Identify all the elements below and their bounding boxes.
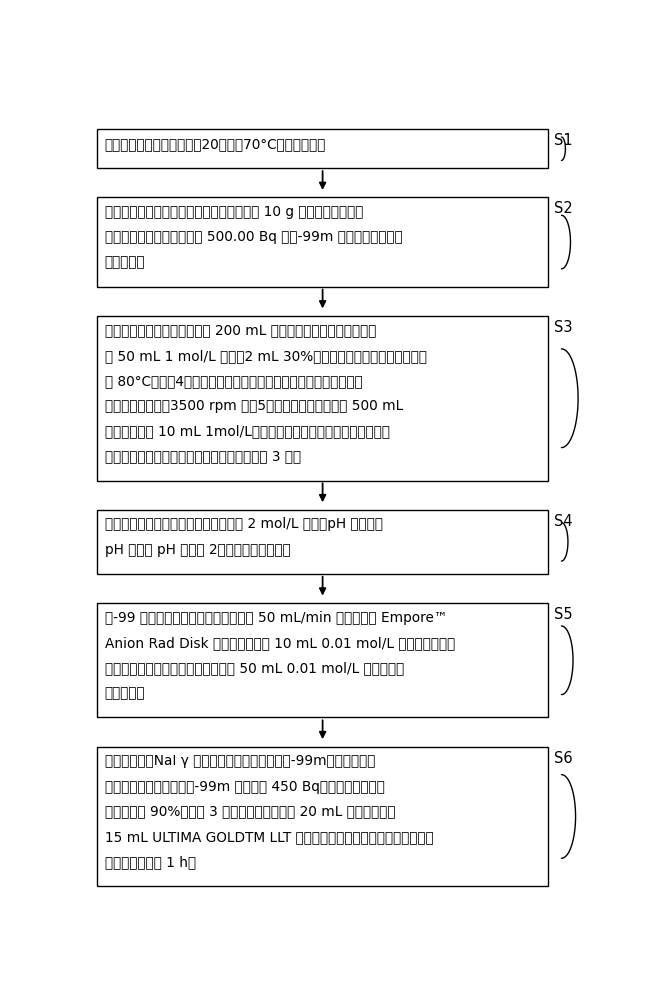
Text: Anion Rad Disk 固相萸取片，用 10 mL 0.01 mol/L 硝酸洗洤上述烧: Anion Rad Disk 固相萸取片，用 10 mL 0.01 mol/L … — [105, 636, 455, 650]
Text: 样品预处理：将土壤样品过20目筛，70°C烘干至恒重。: 样品预处理：将土壤样品过20目筛，70°C烘干至恒重。 — [105, 137, 326, 151]
Text: S2: S2 — [553, 201, 572, 216]
Text: 15 mL ULTIMA GOLDTM LLT 闪烁液，充分摇匀，避光放置过夜后测: 15 mL ULTIMA GOLDTM LLT 闪烁液，充分摇匀，避光放置过夜后… — [105, 830, 433, 844]
Text: 率并校正到加入时刻，锇-99m 的活度为 450 Bq，即本流程的锇的: 率并校正到加入时刻，锇-99m 的活度为 450 Bq，即本流程的锇的 — [105, 780, 385, 794]
Text: 相萸取片。: 相萸取片。 — [105, 686, 145, 700]
Text: 灯下烤干。: 灯下烤干。 — [105, 255, 145, 269]
Bar — [96, 197, 549, 287]
Bar — [96, 603, 549, 717]
Text: 浸取液调节：边搅拌边在该烧杯中加入 2 mol/L 氨水，pH 试纸监测: 浸取液调节：边搅拌边在该烧杯中加入 2 mol/L 氨水，pH 试纸监测 — [105, 517, 383, 531]
Text: 锇-99 的富集和纯化：将待过片料液以 50 mL/min 的流速通过 Empore™: 锇-99 的富集和纯化：将待过片料液以 50 mL/min 的流速通过 Empo… — [105, 611, 447, 625]
Text: 转移至离心管中，3500 rpm 离心5分钟，转移上层清液至 500 mL: 转移至离心管中，3500 rpm 离心5分钟，转移上层清液至 500 mL — [105, 399, 403, 413]
Text: 化学收率为 90%。放置 3 天后将萸取片转移至 20 mL 液闪管中，加: 化学收率为 90%。放置 3 天后将萸取片转移至 20 mL 液闪管中，加 — [105, 805, 395, 819]
Text: S6: S6 — [553, 751, 572, 766]
Text: S5: S5 — [553, 607, 572, 622]
Text: 入 50 mL 1 mol/L 硝酸，2 mL 30%双氧水，回流条件下电热套加热: 入 50 mL 1 mol/L 硝酸，2 mL 30%双氧水，回流条件下电热套加… — [105, 349, 427, 363]
Text: 至 80°C并保持4个小时，得到浸取液；冷却后将所述浸取液及沉淠: 至 80°C并保持4个小时，得到浸取液；冷却后将所述浸取液及沉淠 — [105, 374, 362, 388]
Text: 烧杯中，加入 10 mL 1mol/L硝酸，再转移到离心管中，洗洤沉淠，: 烧杯中，加入 10 mL 1mol/L硝酸，再转移到离心管中，洗洤沉淠， — [105, 424, 389, 438]
Text: pH 値，至 pH 値约为 2，即得待过片料液。: pH 値，至 pH 値约为 2，即得待过片料液。 — [105, 543, 290, 557]
Text: S1: S1 — [553, 133, 572, 148]
Text: 量，测量时间为 1 h。: 量，测量时间为 1 h。 — [105, 855, 196, 869]
Text: S4: S4 — [553, 514, 572, 529]
Bar — [96, 129, 549, 168]
Bar — [96, 510, 549, 574]
Bar — [96, 747, 549, 886]
Bar — [96, 316, 549, 481]
Text: S3: S3 — [553, 320, 572, 335]
Text: 浸取：将所述土壤样品转移至 200 mL 单颈烧瓶中，在所述烧瓶中加: 浸取：将所述土壤样品转移至 200 mL 单颈烧瓶中，在所述烧瓶中加 — [105, 324, 376, 338]
Text: 杯中，在该土壤样品中加入 500.00 Bq 的锇-99m 示踪剂，并在红外: 杯中，在该土壤样品中加入 500.00 Bq 的锇-99m 示踪剂，并在红外 — [105, 230, 402, 244]
Text: 放射性测量：NaI γ 谱仪测量固相萸取片上的锇-99m，除以探测效: 放射性测量：NaI γ 谱仪测量固相萸取片上的锇-99m，除以探测效 — [105, 754, 375, 768]
Text: 离心后同样转移上层清液至该烧杯中，共洗洤 3 次。: 离心后同样转移上层清液至该烧杯中，共洗洤 3 次。 — [105, 449, 301, 463]
Text: 杯，洗液同样过该固相萸取片，再将 50 mL 0.01 mol/L 硝酸通过固: 杯，洗液同样过该固相萸取片，再将 50 mL 0.01 mol/L 硝酸通过固 — [105, 661, 404, 675]
Text: 对所述土壤样品称重：准确称量一份质量为 10 g 的土壤样品于小烧: 对所述土壤样品称重：准确称量一份质量为 10 g 的土壤样品于小烧 — [105, 205, 363, 219]
